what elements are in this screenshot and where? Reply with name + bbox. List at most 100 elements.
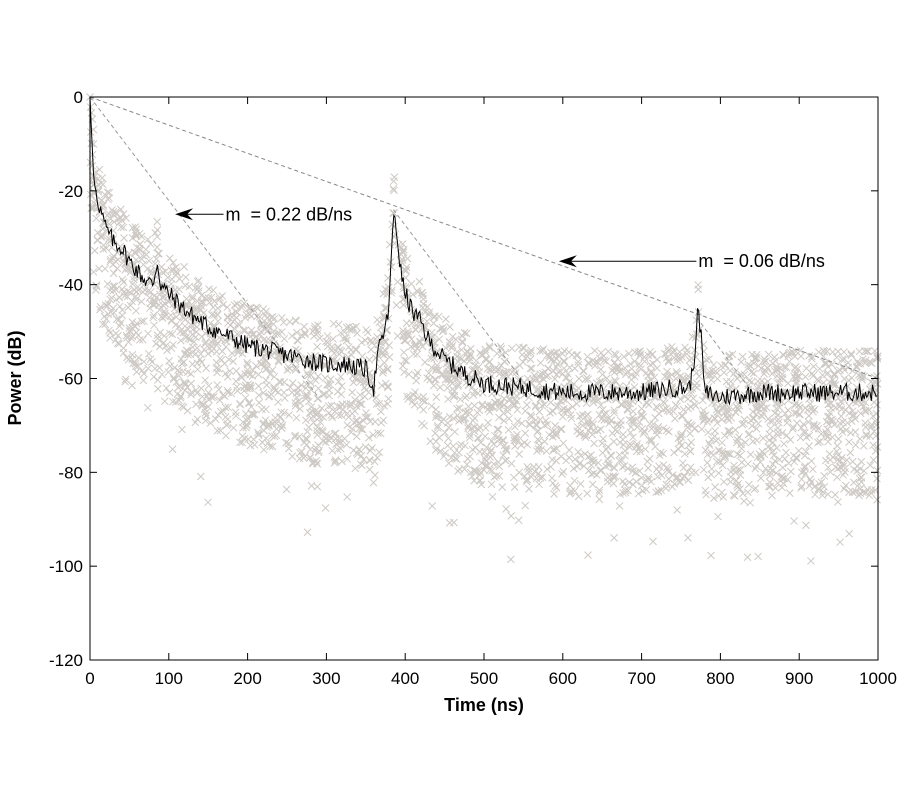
scatter-point (502, 447, 511, 455)
scatter-point (231, 408, 240, 417)
scatter-point (840, 375, 849, 383)
scatter-point (333, 387, 342, 396)
scatter-point (268, 312, 277, 321)
scatter-point (552, 370, 561, 379)
scatter-point (367, 336, 375, 344)
scatter-point (165, 388, 174, 397)
scatter-point (610, 406, 619, 415)
scatter-point (418, 396, 427, 405)
scatter-point (263, 439, 272, 448)
scatter-point (363, 413, 372, 421)
scatter-point (810, 405, 819, 414)
scatter-point (348, 388, 357, 397)
scatter-point (713, 369, 721, 377)
scatter-point (128, 223, 137, 232)
x-tick-label: 300 (312, 669, 340, 688)
scatter-point (109, 269, 118, 278)
scatter-point (451, 427, 459, 436)
scatter-point (362, 326, 370, 334)
scatter-point (259, 305, 268, 314)
scatter-point (221, 369, 230, 378)
scatter-point (810, 422, 818, 430)
scatter-point (161, 309, 169, 318)
scatter-point (607, 417, 615, 425)
scatter-point (519, 358, 527, 366)
scatter-point (118, 275, 127, 284)
reference-line-slope-0.22-second (392, 209, 536, 398)
scatter-point (483, 401, 492, 409)
scatter-point (504, 426, 513, 434)
arrow-head-icon (175, 208, 194, 221)
scatter-point (605, 461, 613, 470)
scatter-point (188, 292, 197, 301)
scatter-point (525, 421, 534, 429)
scatter-point (736, 471, 745, 480)
scatter-point (89, 181, 98, 189)
scatter-point (500, 372, 509, 381)
scatter-point (419, 405, 428, 414)
scatter-point (411, 325, 420, 334)
scatter-point (196, 350, 205, 358)
scatter-point (489, 440, 498, 448)
scatter-point (783, 418, 791, 427)
scatter-point (619, 477, 627, 486)
annotations: m = 0.22 dB/ns m = 0.06 dB/ns (175, 204, 825, 271)
scatter-point (301, 434, 310, 443)
scatter-point (122, 214, 130, 222)
scatter-point (575, 460, 584, 468)
scatter-point (473, 408, 482, 417)
scatter-point (233, 308, 242, 317)
scatter-point (678, 459, 687, 467)
scatter-point (223, 420, 232, 428)
scatter-point (819, 378, 828, 387)
scatter-point (415, 277, 424, 286)
scatter-point (197, 298, 206, 307)
scatter-point (615, 502, 624, 510)
scatter-point (581, 375, 590, 384)
scatter-point (525, 485, 533, 493)
scatter-point (314, 448, 323, 457)
scatter-point (213, 310, 222, 319)
scatter-point (176, 327, 185, 336)
mean-line (89, 96, 878, 406)
scatter-point (337, 411, 346, 420)
scatter-point (511, 422, 519, 431)
scatter-point (449, 414, 458, 423)
scatter-point (258, 405, 266, 414)
scatter-point (95, 264, 103, 273)
scatter-point (146, 288, 155, 296)
scatter-point (579, 367, 587, 375)
scatter-point (704, 428, 713, 437)
scatter-point (659, 461, 668, 469)
scatter-point (851, 428, 860, 436)
scatter-point (229, 423, 238, 432)
scatter-point (188, 330, 197, 339)
scatter-point (400, 368, 409, 376)
scatter-point (552, 354, 561, 363)
scatter-point (353, 368, 362, 377)
y-tick-label: -120 (49, 651, 83, 670)
scatter-point (424, 369, 433, 377)
scatter-point (272, 431, 281, 440)
scatter-point (735, 433, 743, 441)
scatter-point (795, 410, 804, 419)
scatter-point (399, 327, 407, 335)
scatter-point (89, 268, 98, 276)
scatter-point (746, 450, 755, 459)
scatter-point (403, 254, 412, 263)
scatter-point (213, 426, 222, 435)
scatter-point (852, 362, 861, 370)
scatter-point (183, 406, 192, 415)
scatter-point (794, 446, 803, 455)
scatter-point (95, 165, 104, 174)
scatter-point (256, 330, 264, 339)
scatter-point (828, 360, 836, 369)
annotation-label: m = 0.06 dB/ns (698, 251, 825, 271)
scatter-point (785, 357, 794, 366)
scatter-point (98, 320, 107, 329)
scatter-point (105, 220, 114, 228)
scatter-point (722, 377, 731, 386)
scatter-point (505, 414, 513, 423)
scatter-point (254, 382, 263, 390)
scatter-point (710, 432, 719, 441)
